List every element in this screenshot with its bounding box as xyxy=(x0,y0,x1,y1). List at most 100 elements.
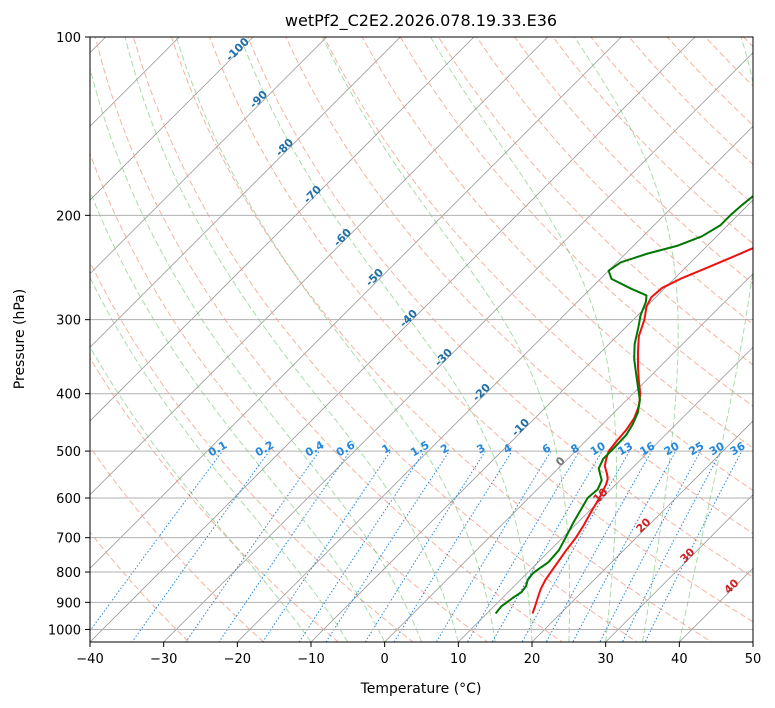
y-tick-label: 300 xyxy=(56,314,81,329)
moist-adiabat xyxy=(239,37,533,642)
mixing-ratio-line xyxy=(435,450,552,642)
mixing-ratio-label: 10 xyxy=(588,439,608,458)
theta-label: -30 xyxy=(432,346,455,369)
x-tick-label: −20 xyxy=(224,652,251,667)
theta-e-label: 30 xyxy=(678,545,698,565)
dry-adiabat xyxy=(90,356,339,642)
dry-adiabat xyxy=(742,37,753,48)
isotherm-line xyxy=(531,420,753,642)
mixing-ratio-label: 30 xyxy=(707,439,727,458)
theta-label: -40 xyxy=(397,307,420,330)
y-tick-label: 100 xyxy=(56,31,81,46)
dry-adiabat xyxy=(437,37,753,366)
sounding-series xyxy=(494,194,753,615)
moist-adiabat xyxy=(90,189,386,642)
isotherm-line xyxy=(458,346,753,642)
x-tick-label: 40 xyxy=(671,652,688,667)
moist-adiabat xyxy=(322,37,571,642)
dry-adiabat xyxy=(590,37,753,205)
mixing-ratio-label: 4 xyxy=(501,441,514,456)
chart-title: wetPf2_C2E2.2026.078.19.33.E36 xyxy=(285,11,557,31)
mixing-ratio-label: 0.6 xyxy=(334,438,358,459)
mixing-ratio-line xyxy=(262,450,392,642)
moist-adiabat xyxy=(90,345,312,642)
x-tick-label: 30 xyxy=(597,652,614,667)
x-tick-label: −40 xyxy=(76,652,103,667)
moist-adiabat xyxy=(90,276,349,642)
mixing-ratio-label: 6 xyxy=(540,441,553,456)
dry-adiabat xyxy=(399,37,753,407)
theta-label: -80 xyxy=(273,136,296,159)
dry-adiabat xyxy=(90,446,265,642)
pressure-gridlines xyxy=(90,37,753,630)
mixing-ratio-label: 25 xyxy=(686,439,706,458)
isotherm-line xyxy=(163,52,753,642)
dry-adiabat xyxy=(476,37,753,325)
theta-e-label: 40 xyxy=(722,576,742,596)
plot-frame xyxy=(89,36,754,643)
isotherm-line xyxy=(237,125,753,642)
isotherm-line xyxy=(605,494,753,642)
y-axis-label: Pressure (hPa) xyxy=(12,289,28,389)
isotherm-line xyxy=(90,37,475,422)
moist-adiabat xyxy=(124,37,459,642)
theta-label: -10 xyxy=(509,416,532,439)
isotherm-line xyxy=(90,37,622,569)
mixing-ratio-line xyxy=(466,450,580,642)
dry-adiabat xyxy=(170,37,713,642)
isotherm-line xyxy=(90,37,401,348)
x-tick-label: 0 xyxy=(381,652,389,667)
theta-e-label: 20 xyxy=(634,515,654,535)
isotherm-line xyxy=(752,641,753,642)
dry-adiabat xyxy=(285,37,753,535)
moist-adiabat xyxy=(574,37,679,642)
mixing-ratio-label: 0.4 xyxy=(303,438,327,459)
y-tick-label: 400 xyxy=(56,388,81,403)
y-tick-label: 1000 xyxy=(48,623,81,638)
y-tick-label: 200 xyxy=(56,209,81,224)
moist-adiabat xyxy=(430,37,617,642)
dry-adiabat xyxy=(361,37,753,449)
theta-label: -90 xyxy=(247,88,270,111)
x-tick-label: −30 xyxy=(150,652,177,667)
dry-adiabat xyxy=(132,37,638,642)
dry-adiabat xyxy=(94,37,564,642)
mixing-ratio-line xyxy=(90,450,223,632)
y-tick-label: 700 xyxy=(56,532,81,547)
x-axis-label: Temperature (°C) xyxy=(360,681,482,697)
isotherm-line xyxy=(384,273,753,642)
isotherm-line xyxy=(90,37,696,642)
mixing-ratio-label: 1 xyxy=(380,441,393,456)
dry-adiabat xyxy=(209,37,753,623)
y-tick-label: 900 xyxy=(56,596,81,611)
x-tick-label: 10 xyxy=(450,652,467,667)
dry-adiabat xyxy=(247,37,753,578)
dry-adiabat xyxy=(514,37,753,285)
mixing-ratio-line xyxy=(621,450,722,642)
y-tick-label: 600 xyxy=(56,492,81,507)
theta-label: -70 xyxy=(301,183,324,206)
moist-adiabat xyxy=(175,37,496,642)
mixing-ratio-line xyxy=(298,450,425,642)
mixing-ratio-label: 20 xyxy=(662,439,682,458)
dry-adiabat xyxy=(755,10,775,654)
y-axis-ticks: 100 200 300 400 500 600 700 800 900 1000 xyxy=(48,31,90,638)
theta-label: -100 xyxy=(223,35,252,64)
x-axis-ticks: −40 −30 −20 −10 0 10 20 30 40 50 xyxy=(76,642,761,667)
dry-adiabat xyxy=(90,152,489,642)
mixing-ratio-label: 36 xyxy=(728,439,748,458)
dewpoint-profile-line xyxy=(494,194,753,615)
theta-label: -60 xyxy=(331,226,354,249)
isotherm-line xyxy=(90,37,254,201)
x-tick-label: 20 xyxy=(524,652,541,667)
mixing-ratio-label: 0.1 xyxy=(206,438,229,459)
mixing-ratio-label: 2 xyxy=(438,441,451,456)
dry-adiabat xyxy=(90,260,414,642)
mixing-ratio-label: 0.2 xyxy=(253,438,276,459)
isotherm-line xyxy=(90,37,548,496)
theta-label: -50 xyxy=(363,266,386,289)
background-lines xyxy=(90,10,775,654)
mixing-ratio-label: 16 xyxy=(637,439,657,458)
y-tick-label: 500 xyxy=(56,445,81,460)
